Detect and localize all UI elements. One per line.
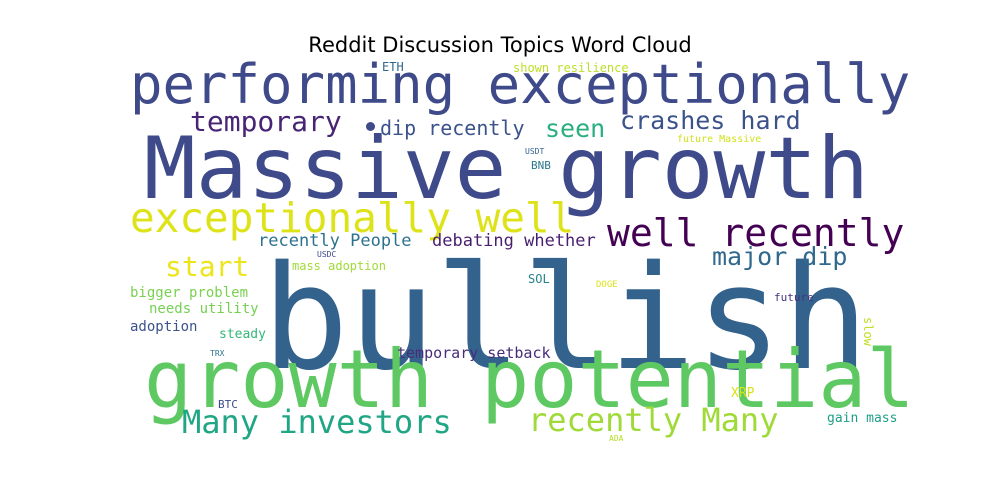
word-slow: slow xyxy=(861,317,875,346)
word-ada: ADA xyxy=(609,434,624,443)
chart-title: Reddit Discussion Topics Word Cloud xyxy=(308,33,692,57)
word-dip-recently: dip recently xyxy=(380,116,525,140)
word-trx: TRX xyxy=(210,349,225,358)
word-recently-many: recently Many xyxy=(528,401,779,439)
word-debating-whether: debating whether xyxy=(432,231,596,251)
word-usdt: USDT xyxy=(525,147,545,156)
word-steady: steady xyxy=(219,327,266,342)
word-dot xyxy=(366,122,375,131)
word-future: future xyxy=(774,291,814,304)
word-eth: ETH xyxy=(382,60,404,74)
word-mass-adoption: mass adoption xyxy=(292,259,386,273)
word-start: start xyxy=(165,250,250,283)
word-bnb: BNB xyxy=(531,159,551,172)
word-shown-resilience: shown resilience xyxy=(513,61,629,75)
word-gain-mass: gain mass xyxy=(827,411,898,426)
word-bullish: bullish xyxy=(262,234,869,402)
word-btc: BTC xyxy=(218,398,238,411)
word-many-investors: Many investors xyxy=(182,403,452,441)
word-bigger-problem: bigger problem xyxy=(130,285,249,301)
word-sol: SOL xyxy=(528,272,550,286)
word-adoption: adoption xyxy=(130,319,198,335)
word-major-dip: major dip xyxy=(712,242,848,271)
word-temporary: temporary xyxy=(190,105,342,138)
word-growth-potential: growth potential xyxy=(144,333,915,426)
word-seen: seen xyxy=(545,114,606,143)
word-doge: DOGE xyxy=(596,280,618,290)
word-well-recently: well recently xyxy=(607,211,905,255)
word-massive-growth: Massive growth xyxy=(144,119,869,219)
word-recently-people: recently People xyxy=(258,231,412,251)
word-crashes-hard: crashes hard xyxy=(620,106,801,135)
word-needs-utility: needs utility xyxy=(149,301,259,317)
word-performing-exceptionally: performing exceptionally xyxy=(130,53,911,116)
word-temporary-setback: temporary setback xyxy=(397,344,551,362)
word-usdc: USDC xyxy=(317,250,337,259)
word-xrp: XRP xyxy=(731,386,755,401)
word-exceptionally-well: exceptionally well xyxy=(130,194,575,242)
word-future-massive: future Massive xyxy=(677,134,762,145)
